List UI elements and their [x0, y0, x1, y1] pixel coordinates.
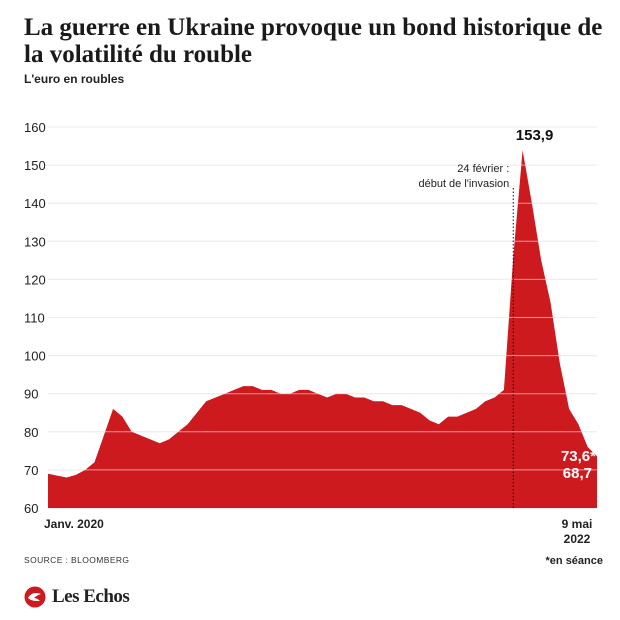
logo-text: Les Echos: [52, 586, 130, 607]
x-tick-label-end-line1: 9 mai: [562, 517, 593, 531]
x-tick-label: Janv. 2020: [44, 517, 104, 531]
x-tick-label-end-line2: 2022: [564, 532, 591, 546]
y-tick-labels: 160 150 140 130 120 110 100 90 80 70 60: [24, 120, 46, 516]
y-tick-label: 70: [24, 463, 38, 478]
y-tick-label: 100: [24, 349, 46, 364]
y-tick-label: 150: [24, 158, 46, 173]
annotations: 24 février : début de l'invasion 153,9 73,6…: [418, 127, 596, 508]
y-tick-label: 120: [24, 272, 46, 287]
y-tick-label: 110: [24, 311, 45, 326]
chart-canvas: 24 février : début de l'invasion 153,9 73,6…: [24, 120, 597, 546]
y-tick-label: 140: [24, 196, 46, 211]
y-axis-label: L'euro en roubles: [24, 72, 125, 86]
chart-title: La guerre en Ukraine provoque un bond hi…: [24, 14, 603, 68]
y-tick-label: 160: [24, 120, 46, 135]
y-tick-label: 90: [24, 387, 38, 402]
series-area: [48, 150, 597, 508]
footnote: *en séance: [545, 555, 603, 567]
last-value-label: 73,6*: [561, 448, 596, 465]
y-tick-label: 130: [24, 234, 46, 249]
invasion-label-line2: début de l'invasion: [418, 178, 509, 190]
start-value-label: 68,7: [563, 465, 592, 482]
les-echos-logo: Les Echos: [24, 586, 130, 608]
y-tick-label: 80: [24, 425, 38, 440]
invasion-label-line1: 24 février :: [457, 163, 509, 175]
les-echos-emblem-icon: [24, 586, 46, 608]
data-area: [48, 126, 597, 508]
peak-value-label: 153,9: [516, 127, 554, 144]
source-note: SOURCE : BLOOMBERG: [24, 555, 130, 565]
y-tick-label: 60: [24, 501, 38, 516]
